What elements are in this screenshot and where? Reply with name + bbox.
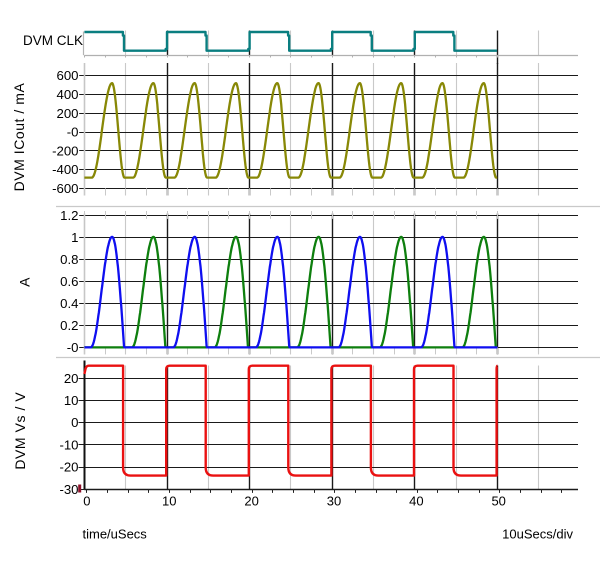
svg-text:-20: -20	[59, 460, 78, 475]
svg-text:1: 1	[71, 230, 78, 245]
svg-text:DVM Vs / V: DVM Vs / V	[12, 392, 28, 470]
svg-text:-0: -0	[67, 125, 79, 140]
svg-text:0: 0	[71, 415, 78, 430]
svg-text:20: 20	[244, 494, 258, 509]
svg-text:DVM ICout / mA: DVM ICout / mA	[11, 82, 27, 191]
svg-text:-0: -0	[67, 340, 79, 355]
svg-text:-30: -30	[59, 482, 78, 497]
svg-text:1.2: 1.2	[60, 208, 78, 223]
svg-text:30: 30	[327, 494, 341, 509]
svg-text:600: 600	[56, 68, 78, 83]
svg-text:20: 20	[64, 371, 79, 386]
svg-text:-600: -600	[52, 181, 78, 196]
svg-text:0.4: 0.4	[60, 296, 78, 311]
svg-text:10: 10	[64, 393, 79, 408]
svg-text:200: 200	[56, 106, 78, 121]
svg-text:A: A	[17, 277, 33, 287]
svg-text:400: 400	[56, 87, 78, 102]
svg-text:10uSecs/div: 10uSecs/div	[502, 527, 573, 542]
svg-text:0: 0	[83, 494, 90, 509]
svg-text:10: 10	[162, 494, 176, 509]
svg-text:DVM CLK: DVM CLK	[23, 33, 83, 48]
svg-text:time/uSecs: time/uSecs	[83, 527, 148, 542]
svg-text:-10: -10	[59, 437, 78, 452]
svg-text:0.2: 0.2	[60, 318, 78, 333]
svg-text:-200: -200	[52, 143, 78, 158]
svg-text:0.6: 0.6	[60, 274, 78, 289]
svg-text:40: 40	[409, 494, 423, 509]
svg-text:50: 50	[491, 494, 505, 509]
svg-text:-400: -400	[52, 162, 78, 177]
svg-text:0.8: 0.8	[60, 252, 78, 267]
